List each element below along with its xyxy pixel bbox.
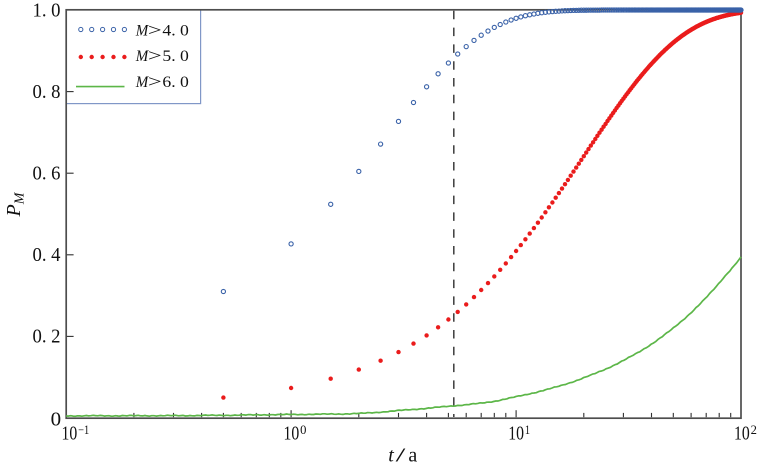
- svg-text:1. 0: 1. 0: [33, 0, 61, 22]
- svg-text:M: M: [135, 74, 150, 91]
- svg-text:0. 4: 0. 4: [33, 244, 61, 266]
- svg-text:1: 1: [525, 423, 530, 437]
- svg-text:0. 6: 0. 6: [33, 162, 61, 184]
- svg-text:4. 0: 4. 0: [162, 23, 189, 40]
- svg-text:10: 10: [284, 423, 300, 445]
- svg-text:0: 0: [300, 423, 306, 437]
- svg-text:M: M: [135, 23, 150, 40]
- svg-text:>: >: [148, 46, 162, 65]
- svg-text:>: >: [148, 21, 162, 40]
- svg-text:a: a: [408, 445, 417, 466]
- svg-text:2: 2: [751, 423, 757, 437]
- svg-text:10: 10: [62, 423, 78, 445]
- svg-text:10: 10: [508, 423, 524, 445]
- svg-text:0: 0: [51, 408, 62, 430]
- svg-text:0. 2: 0. 2: [33, 326, 61, 348]
- svg-text:/: /: [396, 445, 406, 465]
- svg-text:>: >: [148, 72, 162, 91]
- svg-text:0. 8: 0. 8: [33, 81, 61, 103]
- svg-text:5. 0: 5. 0: [162, 48, 189, 65]
- svg-text:t: t: [388, 445, 394, 466]
- svg-text:M: M: [135, 48, 150, 65]
- svg-text:10: 10: [734, 423, 750, 445]
- svg-text:PM: PM: [3, 191, 28, 217]
- svg-text:−1: −1: [78, 423, 89, 437]
- svg-text:6. 0: 6. 0: [162, 74, 189, 91]
